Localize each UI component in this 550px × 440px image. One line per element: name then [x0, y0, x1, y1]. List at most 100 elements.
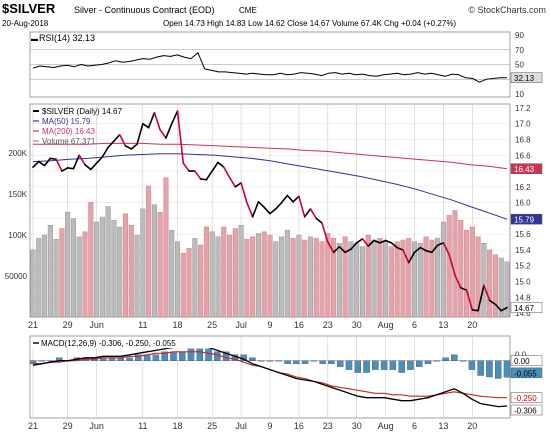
macd-histogram-bar — [170, 351, 177, 361]
price-line-segment — [454, 274, 462, 289]
volume-y-tick-2: 100K — [8, 231, 27, 240]
price-line-segment — [66, 167, 75, 170]
macd-axis-x-label-14: 20 — [467, 421, 477, 431]
price-line-segment — [350, 242, 358, 250]
price-line-segment — [228, 176, 237, 188]
price-line-segment — [101, 146, 109, 158]
macd-histogram-bar — [389, 360, 397, 370]
volume-bar — [412, 241, 418, 318]
macd-axis-x-label-8: 16 — [294, 421, 304, 431]
macd-histogram-bar — [354, 360, 362, 373]
price-line-segment — [153, 111, 161, 131]
volume-bar — [406, 238, 412, 318]
price-line-segment — [483, 284, 491, 302]
price-y-tick-0: 17.2 — [515, 104, 531, 113]
price-line-segment — [361, 238, 370, 247]
macd-histogram-bar — [468, 360, 476, 370]
volume-bar — [36, 238, 42, 318]
macd-histogram-bar — [249, 357, 256, 361]
macd-histogram-bar — [196, 348, 203, 361]
price-line-segment — [384, 239, 393, 244]
volume-bar — [140, 208, 146, 318]
macd-axis-x-label-11: Aug — [378, 421, 394, 431]
volume-bar — [255, 233, 261, 318]
macd-hist-last-label-box — [510, 367, 543, 379]
price-line-segment — [413, 246, 422, 254]
volume-bar — [76, 236, 82, 318]
volume-bar — [111, 220, 117, 318]
price-axis-x-label-14: 20 — [467, 320, 477, 330]
price-axis-x-label-11: Aug — [378, 320, 394, 330]
chart-symbol: $SILVER — [2, 1, 56, 16]
rsi-y-tick-1: 70 — [515, 46, 524, 55]
volume-bar — [498, 257, 504, 318]
volume-bar — [377, 238, 383, 318]
price-line-segment — [321, 222, 329, 243]
price-line-segment — [251, 201, 260, 218]
price-line-segment — [402, 249, 410, 264]
price-line-segment — [471, 309, 479, 312]
volume-bar — [446, 215, 452, 318]
volume-bar — [186, 247, 192, 318]
volume-bar — [157, 211, 163, 318]
macd-line — [32, 345, 508, 408]
price-line-segment — [332, 245, 341, 254]
price-line-segment — [72, 154, 81, 170]
price-line-segment — [37, 160, 46, 167]
price-line-segment — [113, 133, 121, 142]
volume-bar — [232, 228, 238, 318]
price-line-segment — [269, 208, 277, 215]
macd-legend-bg — [32, 338, 222, 348]
volume-bar — [313, 238, 319, 318]
volume-bar — [452, 210, 458, 318]
macd-histogram-bar — [301, 360, 309, 364]
volume-bar — [105, 206, 111, 318]
volume-bar — [203, 226, 209, 318]
macd-histogram-bar — [135, 354, 142, 361]
volume-bar — [47, 225, 53, 318]
volume-bar — [163, 177, 169, 318]
price-axis-x-label-10: 30 — [352, 320, 362, 330]
price-line-segment — [379, 239, 387, 244]
volume-bar — [117, 226, 123, 318]
price-line-segment — [107, 140, 115, 149]
volume-bar — [267, 234, 273, 318]
price-line-segment — [205, 170, 213, 181]
price-line-segment — [257, 201, 266, 209]
macd-histogram-bar — [433, 360, 441, 362]
volume-bar — [331, 238, 337, 318]
macd-histogram-bar — [266, 360, 274, 362]
rsi-line — [32, 52, 508, 83]
volume-bar — [458, 220, 464, 318]
macd-histogram-bar — [178, 351, 186, 361]
volume-bar — [151, 204, 157, 318]
price-axis-x-label-8: 16 — [294, 320, 304, 330]
macd-histogram-bar — [152, 354, 160, 361]
volume-bar — [504, 261, 510, 318]
price-axis-x-label-4: 18 — [173, 320, 183, 330]
price-line-segment — [442, 242, 450, 256]
macd-histogram-bar — [415, 360, 423, 367]
volume-bar — [336, 243, 342, 318]
macd-axis-x-label-12: 6 — [412, 421, 417, 431]
volume-bar — [440, 221, 446, 318]
volume-bar — [435, 238, 441, 318]
price-line-segment — [246, 201, 254, 218]
volume-bar — [371, 239, 377, 318]
price-line-segment — [142, 122, 150, 129]
price-last-label: 14.67 — [514, 304, 535, 313]
price-y-tick-11: 15.0 — [515, 278, 531, 287]
price-axis-x-label-13: 13 — [438, 320, 448, 330]
price-last-label-box — [510, 302, 543, 313]
volume-bar — [244, 238, 250, 318]
volume-bar — [238, 225, 244, 318]
price-line-segment — [344, 248, 352, 254]
price-line-segment — [182, 162, 190, 172]
rsi-last-label-box — [510, 72, 543, 83]
volume-bar — [388, 246, 394, 318]
volume-bar — [59, 228, 65, 318]
price-line-segment — [448, 253, 456, 276]
volume-bar — [221, 226, 227, 318]
macd-histogram-bar — [380, 360, 388, 370]
